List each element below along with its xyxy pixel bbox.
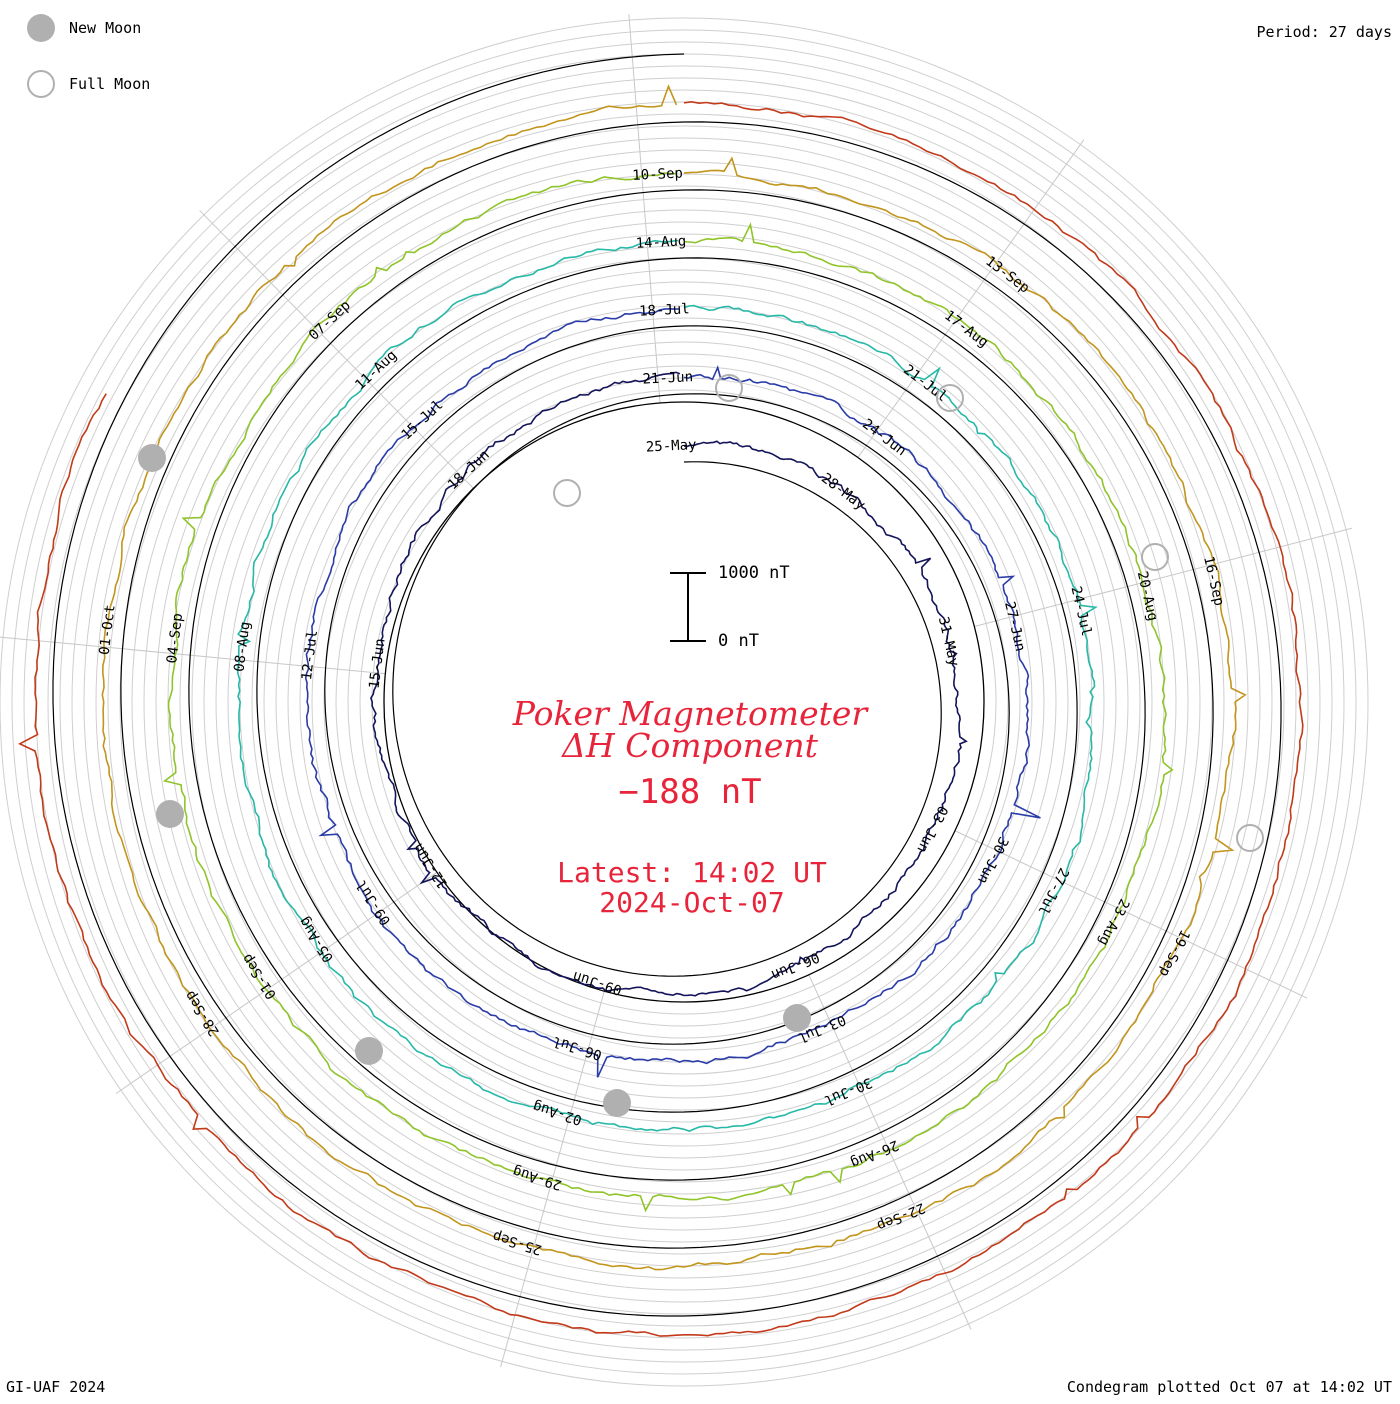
grid-spoke: [199, 210, 474, 489]
date-label: 11-Aug: [352, 347, 400, 393]
date-label: 12-Jul: [299, 629, 321, 681]
date-label: 01-Oct: [97, 604, 119, 656]
grid-ring: [143, 161, 1225, 1243]
chart-title: Poker Magnetometer: [512, 694, 868, 733]
credit-label: GI-UAF 2024: [6, 1378, 106, 1396]
grid-ring: [107, 125, 1261, 1279]
grid-ring: [227, 245, 1141, 1159]
latest-time-text: Latest: 14:02 UT: [557, 856, 827, 889]
full-moon-marker: [715, 374, 743, 402]
grid-spoke: [954, 830, 1308, 999]
legend-new-moon: New Moon: [27, 14, 141, 42]
new-moon-marker: [156, 800, 184, 828]
grid-ring: [323, 341, 1045, 1063]
date-label: 25-May: [646, 437, 697, 456]
date-label: 07-Sep: [306, 297, 354, 343]
legend-new-moon-label: New Moon: [69, 19, 142, 37]
scale-bottom-label: 0 nT: [718, 631, 759, 651]
date-label: 08-Aug: [231, 621, 253, 673]
baseline-spiral: [188, 189, 1146, 1181]
date-label: 04-Sep: [164, 612, 186, 664]
grid-ring: [347, 365, 1021, 1039]
grid-ring: [11, 29, 1357, 1375]
latest-time: Latest: 14:02 UT 2024-Oct-07: [342, 858, 1042, 918]
grid-ring: [95, 113, 1273, 1291]
baseline-spiral: [324, 325, 1010, 1045]
date-label: 18-Jul: [639, 301, 690, 320]
full-moon-marker: [936, 384, 964, 412]
data-trace-cycle-3: [236, 239, 1098, 1132]
grid-ring: [311, 329, 1057, 1075]
full-moon-icon: [27, 70, 55, 98]
chart-subtitle: ΔH Component: [562, 726, 818, 765]
full-moon-marker: [1236, 824, 1264, 852]
legend-full-moon-label: Full Moon: [69, 75, 151, 93]
date-label: 21-Jun: [642, 369, 693, 388]
date-label: 20-Aug: [1134, 570, 1161, 623]
date-label: 13-Sep: [982, 253, 1032, 296]
grid-spoke: [500, 991, 605, 1368]
new-moon-marker: [138, 444, 166, 472]
grid-spoke: [0, 636, 386, 675]
grid-ring: [203, 221, 1165, 1183]
new-moon-marker: [783, 1004, 811, 1032]
grid-spoke: [628, 14, 661, 403]
full-moon-marker: [1141, 543, 1169, 571]
baseline-spiral: [120, 121, 1214, 1249]
new-moon-marker: [355, 1037, 383, 1065]
grid-ring: [251, 269, 1117, 1135]
inner-circle: [383, 401, 985, 1003]
baseline-spiral: [392, 393, 942, 977]
grid-ring: [299, 317, 1069, 1087]
baseline-spiral: [52, 53, 1282, 1317]
period-label: Period: 27 days: [1256, 23, 1392, 41]
grid-ring: [119, 137, 1249, 1267]
scale-top-label: 1000 nT: [718, 563, 790, 583]
grid-ring: [155, 173, 1213, 1231]
legend-full-moon: Full Moon: [27, 70, 150, 98]
date-label: 24-Jun: [859, 416, 909, 459]
grid-spoke: [808, 974, 972, 1330]
grid-ring: [287, 305, 1081, 1099]
date-label: 10-Sep: [632, 165, 683, 184]
baseline-spiral: [256, 257, 1078, 1113]
date-label: 30-Jul: [822, 1074, 875, 1108]
grid-ring: [263, 281, 1105, 1123]
date-label: 23-Aug: [1095, 896, 1132, 948]
date-label: 15-Jun: [366, 638, 388, 690]
data-trace-cycle-6: [18, 100, 1304, 1337]
date-label: 26-Aug: [848, 1136, 901, 1170]
data-trace-cycle-1: [370, 371, 968, 997]
data-trace-cycle-2: [304, 307, 1041, 1078]
grid-spoke: [857, 139, 1085, 458]
plotted-note: Condegram plotted Oct 07 at 14:02 UT: [1066, 1378, 1392, 1396]
new-moon-marker: [603, 1089, 631, 1117]
new-moon-icon: [27, 14, 55, 42]
grid-ring: [71, 89, 1297, 1315]
grid-ring: [0, 17, 1369, 1387]
date-label: 05-Aug: [296, 914, 337, 965]
full-moon-marker: [553, 479, 581, 507]
grid-ring: [335, 353, 1033, 1051]
date-label: 14-Aug: [635, 233, 686, 252]
grid-spoke: [115, 871, 438, 1095]
grid-ring: [47, 65, 1321, 1339]
data-trace-cycle-4: [162, 172, 1174, 1213]
date-label: 21-Jul: [900, 362, 950, 405]
grid-ring: [23, 41, 1345, 1363]
data-trace-cycle-5: [101, 84, 1247, 1271]
grid-ring: [215, 233, 1153, 1171]
grid-ring: [191, 209, 1177, 1195]
latest-date-text: 2024-Oct-07: [599, 886, 785, 919]
current-value: −188 nT: [618, 772, 762, 812]
grid-ring: [179, 197, 1189, 1207]
grid-ring: [59, 77, 1309, 1327]
grid-spoke: [974, 527, 1352, 627]
